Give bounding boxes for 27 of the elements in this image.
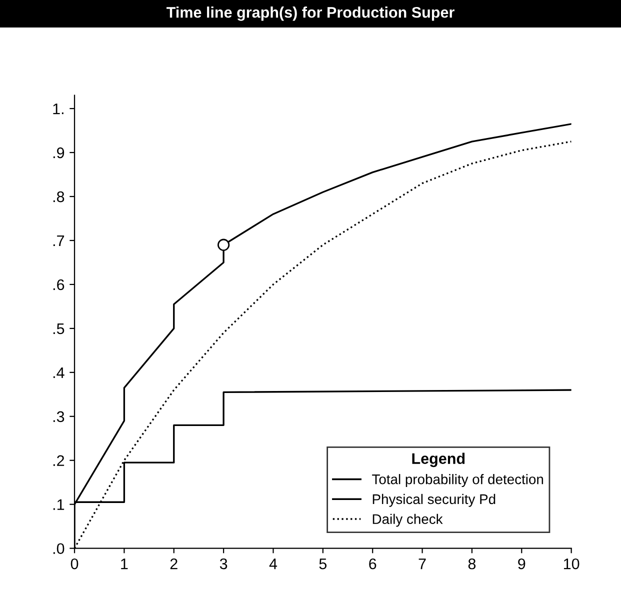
- y-tick-label: .4: [53, 367, 64, 378]
- y-tick-label: .0: [53, 543, 64, 554]
- x-tick-label: 3: [220, 558, 228, 570]
- x-tick-label: 5: [319, 558, 327, 570]
- y-tick-label: .2: [53, 455, 64, 466]
- x-tick-label: 8: [468, 558, 476, 570]
- x-tick-label: 1: [121, 558, 128, 570]
- x-tick-label: 7: [418, 558, 426, 570]
- x-tick-label: 6: [369, 558, 376, 570]
- y-tick-label: .7: [53, 236, 64, 246]
- legend-title: Legend: [412, 452, 465, 468]
- legend-label: Physical security Pd: [372, 494, 496, 507]
- x-tick-label: 10: [564, 558, 580, 570]
- y-tick-label: .8: [53, 191, 64, 202]
- y-tick-label: .6: [53, 279, 64, 290]
- x-tick-label: 0: [70, 558, 78, 570]
- y-tick-label: .3: [53, 411, 64, 422]
- legend-label: Daily check: [372, 514, 443, 527]
- x-tick-label: 2: [170, 558, 178, 570]
- y-tick-label: .5: [53, 323, 64, 334]
- y-tick-label: .9: [53, 147, 64, 158]
- chart-title: Time line graph(s) for Production Super: [166, 6, 454, 21]
- x-tick-label: 9: [518, 558, 526, 570]
- x-tick-label: 4: [269, 558, 278, 570]
- y-tick-label: 1.: [53, 104, 64, 114]
- y-tick-label: .1: [53, 499, 64, 510]
- legend-label: Total probability of detection: [372, 474, 544, 487]
